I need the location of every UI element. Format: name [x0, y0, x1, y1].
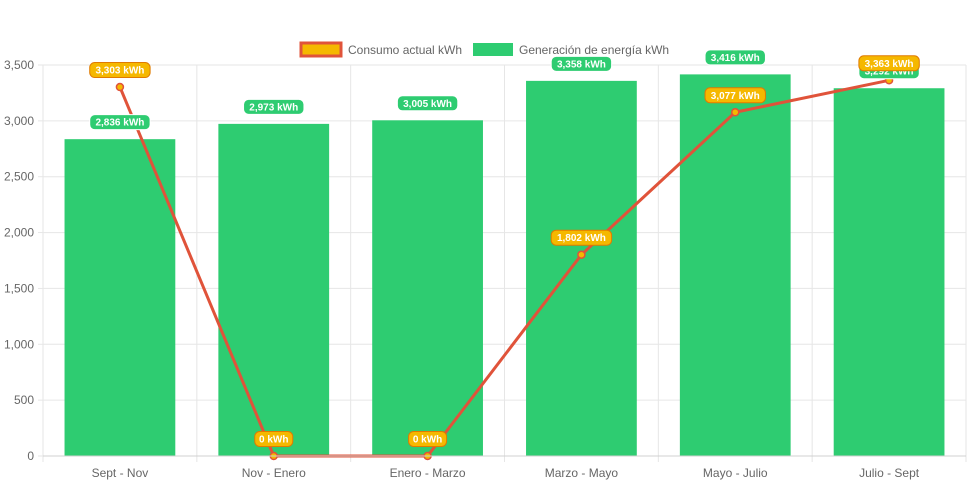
bar[interactable] — [218, 123, 330, 457]
line-data-label-text: 0 kWh — [413, 435, 442, 446]
axis-layer: 0 500 1,000 1,500 2,000 2,500 3,000 3,500 Sept -… — [4, 58, 966, 480]
bar-data-label-bg — [550, 55, 613, 72]
line-data-label-text: 1,802 kWh — [557, 233, 606, 244]
bar[interactable] — [526, 80, 637, 456]
line-point[interactable] — [577, 250, 586, 259]
bar-data-label-text: 3,005 kWh — [403, 99, 452, 110]
line-data-label: 1,802 kWh — [550, 229, 613, 246]
legend-label-generacion: Generación de energía kWh — [519, 43, 669, 57]
y-tick-label: 2,000 — [4, 226, 34, 240]
bar-data-label: 2,973 kWh — [243, 98, 305, 115]
x-tick-label: Sept - Nov — [92, 466, 149, 480]
y-tick-label: 1,000 — [4, 337, 34, 351]
line-point[interactable] — [115, 82, 125, 92]
bar-data-label-text: 2,973 kWh — [249, 102, 298, 113]
bar-data-label-text: 2,836 kWh — [95, 118, 144, 129]
grid-layer — [42, 64, 967, 462]
consumo-line — [118, 78, 890, 458]
line-data-label-bg — [858, 55, 920, 72]
line-data-label-bg — [408, 431, 448, 447]
line-data-label: 0 kWh — [408, 431, 448, 447]
y-tick-label: 2,500 — [4, 170, 34, 184]
y-tick-label: 1,500 — [4, 281, 34, 295]
bar-data-label-text: 3,416 kWh — [711, 53, 760, 64]
x-tick-label: Nov - Enero — [242, 466, 306, 480]
line-data-label-bg — [254, 431, 294, 447]
bar[interactable] — [372, 120, 483, 456]
bar-data-label-bg — [89, 114, 151, 131]
legend-label-consumo: Consumo actual kWh — [348, 43, 462, 57]
x-tick-label: Enero - Marzo — [390, 466, 466, 480]
bar-data-label: 3,416 kWh — [704, 49, 766, 66]
bar-data-label: 3,358 kWh — [550, 55, 613, 72]
bar[interactable] — [833, 88, 945, 456]
line-data-label: 3,363 kWh — [858, 55, 920, 72]
bar-data-label-text: 3,358 kWh — [557, 59, 606, 70]
bar-data-label-bg — [396, 95, 459, 112]
legend-item-generacion[interactable]: Generación de energía kWh — [473, 43, 669, 57]
line-data-label-bg — [550, 229, 613, 246]
legend-item-consumo[interactable]: Consumo actual kWh — [299, 41, 462, 58]
legend-swatch-generacion — [473, 43, 513, 56]
line-data-label: 3,077 kWh — [704, 87, 766, 104]
line-data-label-text: 3,077 kWh — [711, 91, 760, 102]
bar-data-label: 2,836 kWh — [89, 114, 151, 131]
x-tick-label: Julio - Sept — [859, 466, 920, 480]
y-tick-label: 0 — [27, 449, 34, 463]
line-data-label-text: 3,363 kWh — [865, 59, 914, 70]
bar-data-label-bg — [704, 49, 766, 66]
legend: Consumo actual kWh Generación de energía… — [299, 41, 669, 58]
bar-data-label-text: 3,292 kWh — [865, 67, 914, 78]
line-data-label-bg — [704, 87, 766, 104]
y-tick-label: 3,500 — [4, 58, 34, 72]
line-point[interactable] — [731, 108, 740, 117]
line-data-label-text: 3,303 kWh — [95, 66, 144, 77]
line-data-label: 3,303 kWh — [89, 62, 151, 79]
x-tick-label: Marzo - Mayo — [545, 466, 619, 480]
bar-data-label-bg — [243, 98, 305, 115]
line-data-label-text: 0 kWh — [259, 435, 288, 446]
data-label-layer: 2,836 kWh 2,973 kWh 3,005 kWh 3,358 kWh 3,41… — [89, 49, 920, 447]
bar[interactable] — [679, 74, 791, 456]
x-tick-label: Mayo - Julio — [703, 466, 768, 480]
line-data-label: 0 kWh — [254, 431, 294, 447]
line-data-label-bg — [89, 62, 151, 79]
legend-swatch-consumo — [299, 41, 343, 58]
bar-data-label: 3,005 kWh — [396, 95, 459, 112]
bar-layer — [64, 74, 945, 457]
y-tick-label: 500 — [14, 393, 34, 407]
y-tick-label: 3,000 — [4, 114, 34, 128]
bar[interactable] — [64, 139, 176, 456]
